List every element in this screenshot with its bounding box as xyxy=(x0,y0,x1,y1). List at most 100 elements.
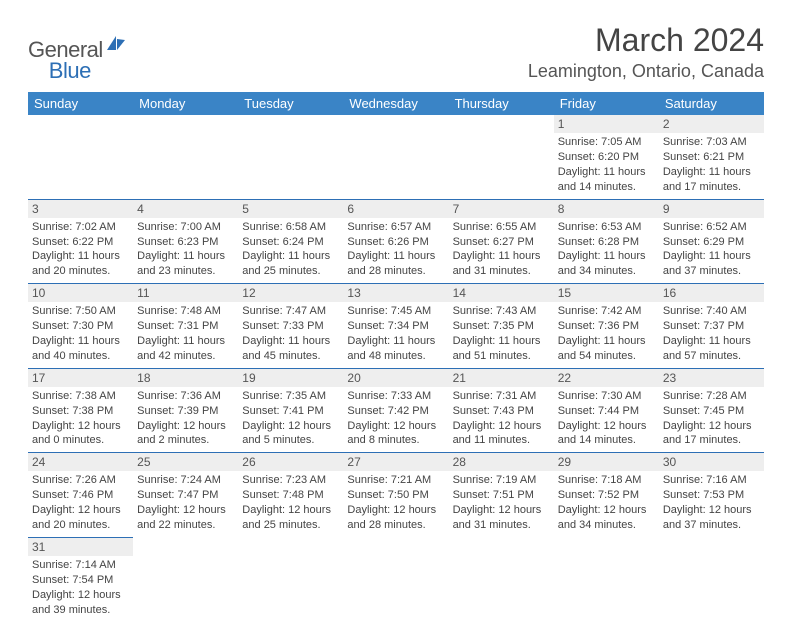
sunset-line: Sunset: 7:50 PM xyxy=(347,488,444,503)
day-number: 10 xyxy=(28,283,133,302)
calendar-day-cell: 16Sunrise: 7:40 AMSunset: 7:37 PMDayligh… xyxy=(659,283,764,368)
sunrise-line: Sunrise: 7:30 AM xyxy=(558,389,655,404)
day-content: Sunrise: 6:52 AMSunset: 6:29 PMDaylight:… xyxy=(659,218,764,283)
day-header: Thursday xyxy=(449,92,554,115)
calendar-day-cell: 9Sunrise: 6:52 AMSunset: 6:29 PMDaylight… xyxy=(659,199,764,284)
calendar-day-cell: 23Sunrise: 7:28 AMSunset: 7:45 PMDayligh… xyxy=(659,368,764,453)
daylight-line: Daylight: 12 hours and 14 minutes. xyxy=(558,419,655,449)
day-number: 28 xyxy=(449,452,554,471)
sunrise-line: Sunrise: 6:55 AM xyxy=(453,220,550,235)
day-header: Friday xyxy=(554,92,659,115)
day-content: Sunrise: 7:45 AMSunset: 7:34 PMDaylight:… xyxy=(343,302,448,367)
sunrise-line: Sunrise: 7:33 AM xyxy=(347,389,444,404)
day-header: Saturday xyxy=(659,92,764,115)
calendar-day-cell: 2Sunrise: 7:03 AMSunset: 6:21 PMDaylight… xyxy=(659,115,764,199)
day-number: 3 xyxy=(28,199,133,218)
daylight-line: Daylight: 12 hours and 37 minutes. xyxy=(663,503,760,533)
calendar-day-cell xyxy=(659,537,764,621)
day-number: 30 xyxy=(659,452,764,471)
calendar-week-row: 10Sunrise: 7:50 AMSunset: 7:30 PMDayligh… xyxy=(28,283,764,368)
sunset-line: Sunset: 6:27 PM xyxy=(453,235,550,250)
logo-text-blue: Blue xyxy=(49,58,91,84)
day-number: 18 xyxy=(133,368,238,387)
day-content: Sunrise: 7:16 AMSunset: 7:53 PMDaylight:… xyxy=(659,471,764,536)
daylight-line: Daylight: 12 hours and 11 minutes. xyxy=(453,419,550,449)
logo: General Blue xyxy=(28,28,91,72)
day-content: Sunrise: 7:47 AMSunset: 7:33 PMDaylight:… xyxy=(238,302,343,367)
calendar-day-cell: 27Sunrise: 7:21 AMSunset: 7:50 PMDayligh… xyxy=(343,452,448,537)
calendar-week-row: 1Sunrise: 7:05 AMSunset: 6:20 PMDaylight… xyxy=(28,115,764,199)
title-block: March 2024 Leamington, Ontario, Canada xyxy=(528,22,764,82)
page-title: March 2024 xyxy=(528,22,764,59)
daylight-line: Daylight: 12 hours and 5 minutes. xyxy=(242,419,339,449)
sunrise-line: Sunrise: 7:00 AM xyxy=(137,220,234,235)
calendar-day-cell: 21Sunrise: 7:31 AMSunset: 7:43 PMDayligh… xyxy=(449,368,554,453)
daylight-line: Daylight: 11 hours and 23 minutes. xyxy=(137,249,234,279)
sunrise-line: Sunrise: 7:28 AM xyxy=(663,389,760,404)
day-number: 19 xyxy=(238,368,343,387)
daylight-line: Daylight: 12 hours and 34 minutes. xyxy=(558,503,655,533)
day-header: Sunday xyxy=(28,92,133,115)
day-number: 23 xyxy=(659,368,764,387)
sunrise-line: Sunrise: 7:24 AM xyxy=(137,473,234,488)
calendar-day-cell: 13Sunrise: 7:45 AMSunset: 7:34 PMDayligh… xyxy=(343,283,448,368)
day-number: 9 xyxy=(659,199,764,218)
calendar-day-cell: 3Sunrise: 7:02 AMSunset: 6:22 PMDaylight… xyxy=(28,199,133,284)
day-content: Sunrise: 7:50 AMSunset: 7:30 PMDaylight:… xyxy=(28,302,133,367)
daylight-line: Daylight: 11 hours and 42 minutes. xyxy=(137,334,234,364)
day-number: 13 xyxy=(343,283,448,302)
day-content: Sunrise: 6:53 AMSunset: 6:28 PMDaylight:… xyxy=(554,218,659,283)
sunrise-line: Sunrise: 7:23 AM xyxy=(242,473,339,488)
daylight-line: Daylight: 12 hours and 8 minutes. xyxy=(347,419,444,449)
day-content: Sunrise: 6:57 AMSunset: 6:26 PMDaylight:… xyxy=(343,218,448,283)
header: General Blue March 2024 Leamington, Onta… xyxy=(28,22,764,82)
calendar-day-cell xyxy=(238,537,343,621)
sunset-line: Sunset: 7:39 PM xyxy=(137,404,234,419)
sunrise-line: Sunrise: 7:18 AM xyxy=(558,473,655,488)
sunrise-line: Sunrise: 7:19 AM xyxy=(453,473,550,488)
sunset-line: Sunset: 6:26 PM xyxy=(347,235,444,250)
daylight-line: Daylight: 12 hours and 25 minutes. xyxy=(242,503,339,533)
sunset-line: Sunset: 7:42 PM xyxy=(347,404,444,419)
sunset-line: Sunset: 6:21 PM xyxy=(663,150,760,165)
day-content: Sunrise: 7:03 AMSunset: 6:21 PMDaylight:… xyxy=(659,133,764,198)
day-number: 22 xyxy=(554,368,659,387)
calendar-day-cell: 12Sunrise: 7:47 AMSunset: 7:33 PMDayligh… xyxy=(238,283,343,368)
sunset-line: Sunset: 7:38 PM xyxy=(32,404,129,419)
sunrise-line: Sunrise: 6:53 AM xyxy=(558,220,655,235)
calendar-day-cell xyxy=(133,115,238,199)
calendar-day-cell: 15Sunrise: 7:42 AMSunset: 7:36 PMDayligh… xyxy=(554,283,659,368)
location-subtitle: Leamington, Ontario, Canada xyxy=(528,61,764,82)
day-number: 29 xyxy=(554,452,659,471)
sunrise-line: Sunrise: 7:36 AM xyxy=(137,389,234,404)
day-number: 24 xyxy=(28,452,133,471)
day-number: 31 xyxy=(28,537,133,556)
sunset-line: Sunset: 6:22 PM xyxy=(32,235,129,250)
daylight-line: Daylight: 12 hours and 0 minutes. xyxy=(32,419,129,449)
daylight-line: Daylight: 12 hours and 31 minutes. xyxy=(453,503,550,533)
day-header: Tuesday xyxy=(238,92,343,115)
calendar-day-cell xyxy=(449,115,554,199)
daylight-line: Daylight: 12 hours and 22 minutes. xyxy=(137,503,234,533)
day-content: Sunrise: 7:21 AMSunset: 7:50 PMDaylight:… xyxy=(343,471,448,536)
day-number: 21 xyxy=(449,368,554,387)
calendar-day-cell: 4Sunrise: 7:00 AMSunset: 6:23 PMDaylight… xyxy=(133,199,238,284)
calendar-day-cell xyxy=(28,115,133,199)
day-content: Sunrise: 7:02 AMSunset: 6:22 PMDaylight:… xyxy=(28,218,133,283)
sunrise-line: Sunrise: 7:50 AM xyxy=(32,304,129,319)
daylight-line: Daylight: 11 hours and 17 minutes. xyxy=(663,165,760,195)
day-number: 14 xyxy=(449,283,554,302)
calendar-day-cell: 10Sunrise: 7:50 AMSunset: 7:30 PMDayligh… xyxy=(28,283,133,368)
calendar-week-row: 17Sunrise: 7:38 AMSunset: 7:38 PMDayligh… xyxy=(28,368,764,453)
sunrise-line: Sunrise: 7:43 AM xyxy=(453,304,550,319)
sunrise-line: Sunrise: 7:47 AM xyxy=(242,304,339,319)
calendar-day-cell xyxy=(449,537,554,621)
day-content: Sunrise: 7:14 AMSunset: 7:54 PMDaylight:… xyxy=(28,556,133,621)
day-number: 26 xyxy=(238,452,343,471)
sunrise-line: Sunrise: 7:02 AM xyxy=(32,220,129,235)
sunset-line: Sunset: 6:20 PM xyxy=(558,150,655,165)
calendar-day-cell: 19Sunrise: 7:35 AMSunset: 7:41 PMDayligh… xyxy=(238,368,343,453)
sunrise-line: Sunrise: 7:14 AM xyxy=(32,558,129,573)
sunset-line: Sunset: 7:36 PM xyxy=(558,319,655,334)
day-content: Sunrise: 7:43 AMSunset: 7:35 PMDaylight:… xyxy=(449,302,554,367)
